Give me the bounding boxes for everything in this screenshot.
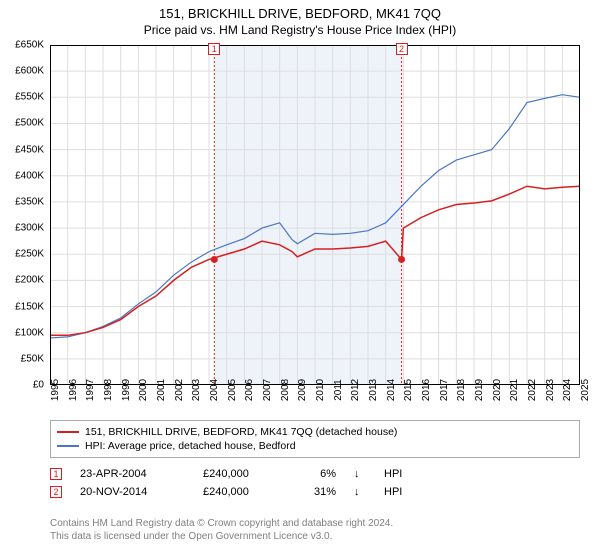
sale-marker-box: 2 <box>50 486 62 498</box>
sale-pct: 31% <box>306 486 336 498</box>
y-tick-label: £450K <box>15 144 44 155</box>
x-tick-label: 2003 <box>191 379 202 401</box>
y-tick-label: £150K <box>15 301 44 312</box>
x-tick-label: 1995 <box>50 379 61 401</box>
x-tick-label: 2002 <box>174 379 185 401</box>
x-axis: 1995199619971998199920002001200220032004… <box>50 388 580 418</box>
x-tick-label: 2013 <box>368 379 379 401</box>
legend: 151, BRICKHILL DRIVE, BEDFORD, MK41 7QQ … <box>50 420 580 458</box>
x-tick-label: 2022 <box>527 379 538 401</box>
y-tick-label: £400K <box>15 170 44 181</box>
x-tick-label: 2011 <box>333 379 344 401</box>
legend-swatch <box>57 431 79 433</box>
legend-swatch <box>57 445 79 447</box>
x-tick-label: 2020 <box>492 379 503 401</box>
footer-line-1: Contains HM Land Registry data © Crown c… <box>50 518 580 531</box>
x-tick-label: 2017 <box>439 379 450 401</box>
x-tick-label: 2004 <box>209 379 220 401</box>
sale-price: £240,000 <box>203 468 288 480</box>
sale-price: £240,000 <box>203 486 288 498</box>
y-tick-label: £200K <box>15 275 44 286</box>
legend-item: HPI: Average price, detached house, Bedf… <box>57 439 573 453</box>
sale-vs-label: HPI <box>384 486 402 498</box>
y-tick-label: £250K <box>15 249 44 260</box>
y-axis: £0£50K£100K£150K£200K£250K£300K£350K£400… <box>0 45 48 385</box>
sale-marker-box: 1 <box>50 468 62 480</box>
chart: 12 <box>50 45 580 385</box>
sale-row: 1 23-APR-2004 £240,000 6% ↓ HPI <box>50 465 580 483</box>
y-tick-label: £100K <box>15 327 44 338</box>
sale-date: 20-NOV-2014 <box>80 486 185 498</box>
down-arrow-icon: ↓ <box>354 468 366 480</box>
sales-table: 1 23-APR-2004 £240,000 6% ↓ HPI 2 20-NOV-2014 £2… <box>50 465 580 501</box>
x-tick-label: 2024 <box>562 379 573 401</box>
y-tick-label: £0 <box>33 380 44 391</box>
x-tick-label: 2019 <box>474 379 485 401</box>
sale-vs-label: HPI <box>384 468 402 480</box>
x-tick-label: 2001 <box>156 379 167 401</box>
x-tick-label: 2014 <box>386 379 397 401</box>
sale-pct: 6% <box>306 468 336 480</box>
sale-marker: 1 <box>208 43 220 55</box>
x-tick-label: 2006 <box>244 379 255 401</box>
x-tick-label: 2018 <box>456 379 467 401</box>
x-tick-label: 2007 <box>262 379 273 401</box>
sale-row: 2 20-NOV-2014 £240,000 31% ↓ HPI <box>50 483 580 501</box>
x-tick-label: 2008 <box>280 379 291 401</box>
y-tick-label: £50K <box>21 353 44 364</box>
x-tick-label: 2010 <box>315 379 326 401</box>
y-tick-label: £300K <box>15 223 44 234</box>
sale-marker: 2 <box>396 43 408 55</box>
x-tick-label: 2000 <box>138 379 149 401</box>
x-tick-label: 1998 <box>103 379 114 401</box>
sale-date: 23-APR-2004 <box>80 468 185 480</box>
legend-label: 151, BRICKHILL DRIVE, BEDFORD, MK41 7QQ … <box>85 426 397 438</box>
x-tick-label: 2005 <box>227 379 238 401</box>
page-title: 151, BRICKHILL DRIVE, BEDFORD, MK41 7QQ <box>0 6 600 21</box>
y-tick-label: £600K <box>15 66 44 77</box>
x-tick-label: 1997 <box>85 379 96 401</box>
footer: Contains HM Land Registry data © Crown c… <box>50 518 580 543</box>
x-tick-label: 2023 <box>545 379 556 401</box>
y-tick-label: £650K <box>15 40 44 51</box>
x-tick-label: 1999 <box>121 379 132 401</box>
y-tick-label: £350K <box>15 196 44 207</box>
legend-item: 151, BRICKHILL DRIVE, BEDFORD, MK41 7QQ … <box>57 425 573 439</box>
down-arrow-icon: ↓ <box>354 486 366 498</box>
x-tick-label: 2015 <box>403 379 414 401</box>
y-tick-label: £500K <box>15 118 44 129</box>
x-tick-label: 2021 <box>509 379 520 401</box>
x-tick-label: 2009 <box>297 379 308 401</box>
x-tick-label: 2012 <box>350 379 361 401</box>
y-tick-label: £550K <box>15 92 44 103</box>
x-tick-label: 2025 <box>580 379 591 401</box>
legend-label: HPI: Average price, detached house, Bedf… <box>85 440 296 452</box>
x-tick-label: 1996 <box>68 379 79 401</box>
x-tick-label: 2016 <box>421 379 432 401</box>
chart-svg <box>50 45 580 385</box>
page-subtitle: Price paid vs. HM Land Registry's House … <box>0 23 600 37</box>
footer-line-2: This data is licensed under the Open Gov… <box>50 531 580 544</box>
